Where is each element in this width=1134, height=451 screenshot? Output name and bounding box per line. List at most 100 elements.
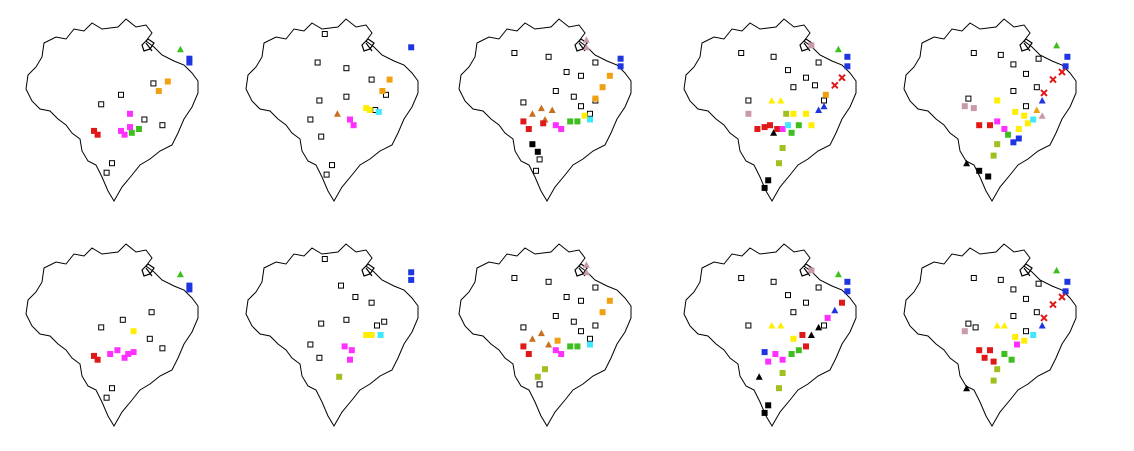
station-marker-square <box>599 84 606 91</box>
station-marker-triangle <box>834 45 842 53</box>
station-marker-triangle <box>831 306 839 314</box>
station-marker-hollow <box>970 275 977 281</box>
country-outline <box>903 243 1077 427</box>
station-marker-hollow <box>790 309 797 316</box>
station-marker-square <box>808 42 815 49</box>
station-marker-square <box>408 276 415 283</box>
station-marker-square <box>822 91 829 98</box>
station-marker-square <box>552 347 559 354</box>
station-marker-triangle <box>815 106 823 113</box>
station-marker-hollow <box>368 299 375 306</box>
station-marker-triangle <box>537 104 545 112</box>
station-marker-hollow <box>520 324 527 331</box>
station-marker-square <box>1012 108 1019 115</box>
coastline-bay <box>141 263 155 277</box>
station-marker-hollow <box>1035 280 1042 287</box>
station-marker-hollow <box>318 320 325 327</box>
station-marker-square <box>348 347 355 354</box>
station-marker-square <box>529 141 536 148</box>
station-marker-triangle <box>770 129 778 136</box>
station-marker-hollow <box>343 65 350 72</box>
station-marker-square <box>1064 53 1071 60</box>
station-marker-hollow <box>545 278 552 285</box>
station-marker-hollow <box>329 162 335 169</box>
station-marker-square <box>803 343 809 350</box>
station-marker-square <box>336 373 343 380</box>
station-marker-square <box>606 297 613 304</box>
station-marker-square <box>779 145 786 151</box>
station-marker-square <box>976 347 983 354</box>
station-marker-square <box>127 124 133 131</box>
station-marker-square <box>844 288 851 295</box>
map-panel-r2c1 <box>25 243 199 427</box>
station-marker-square <box>990 377 997 384</box>
station-marker-square <box>552 122 559 129</box>
station-marker-hollow <box>511 50 518 56</box>
station-marker-hollow <box>745 97 752 104</box>
coastline-bay <box>1019 38 1033 52</box>
station-marker-square <box>981 354 988 361</box>
station-marker-triangle <box>1038 112 1046 119</box>
station-marker-hollow <box>307 341 314 348</box>
station-marker-triangle <box>548 106 556 113</box>
station-marker-square <box>121 131 128 138</box>
station-marker-hollow <box>383 91 389 98</box>
station-marker-square <box>574 343 581 350</box>
station-marker-square <box>186 282 193 289</box>
station-marker-hollow <box>1023 103 1029 110</box>
station-marker-hollow <box>970 50 977 56</box>
station-marker-triangle <box>528 335 536 342</box>
station-marker-square <box>779 356 786 363</box>
station-marker-hollow <box>552 313 559 319</box>
station-marker-square <box>961 328 968 335</box>
station-marker-hollow <box>118 91 124 98</box>
station-marker-square <box>790 335 797 342</box>
station-marker-square <box>136 126 142 132</box>
station-marker-hollow <box>159 345 166 352</box>
station-marker-square <box>994 118 1001 125</box>
coastline-bay <box>361 263 375 277</box>
station-marker-hollow <box>812 82 818 89</box>
station-marker-hollow <box>745 322 752 329</box>
station-marker-square <box>761 124 768 131</box>
station-marker-hollow <box>1010 61 1017 68</box>
station-marker-square <box>91 127 97 134</box>
station-marker-hollow <box>321 256 328 262</box>
station-marker-square <box>408 269 415 276</box>
station-marker-square <box>970 105 977 112</box>
station-marker-square <box>799 332 806 338</box>
station-marker-square <box>839 299 845 306</box>
station-marker-square <box>790 110 797 117</box>
station-marker-square <box>534 373 541 380</box>
station-marker-square <box>525 126 532 132</box>
station-marker-triangle <box>1000 322 1008 329</box>
station-marker-square <box>1001 351 1008 357</box>
station-marker-square <box>574 118 581 125</box>
station-marker-square <box>341 343 348 350</box>
station-marker-square <box>990 152 997 159</box>
station-marker-hollow <box>592 284 599 291</box>
station-marker-square <box>567 118 574 125</box>
station-marker-square <box>107 351 114 357</box>
station-marker-hollow <box>965 95 972 102</box>
station-marker-hollow <box>381 318 388 325</box>
station-marker-square <box>1030 332 1037 338</box>
station-marker-triangle <box>777 97 785 104</box>
station-marker-square <box>558 351 565 357</box>
station-marker-square <box>987 122 993 129</box>
station-marker-hollow <box>1023 295 1029 302</box>
station-marker-square <box>606 72 613 79</box>
station-marker-hollow <box>815 284 822 291</box>
station-marker-square <box>164 78 171 85</box>
station-marker-square <box>765 358 772 365</box>
station-marker-square <box>520 118 527 125</box>
station-marker-triangle <box>333 110 341 117</box>
station-marker-triangle <box>777 322 785 329</box>
station-marker-hollow <box>146 335 153 342</box>
station-marker-hollow <box>533 167 539 174</box>
station-marker-square <box>1008 356 1015 363</box>
station-marker-hollow <box>997 51 1004 58</box>
map-panel-r2c2 <box>245 243 419 427</box>
station-marker-square <box>525 351 532 357</box>
station-marker-square <box>617 63 624 70</box>
